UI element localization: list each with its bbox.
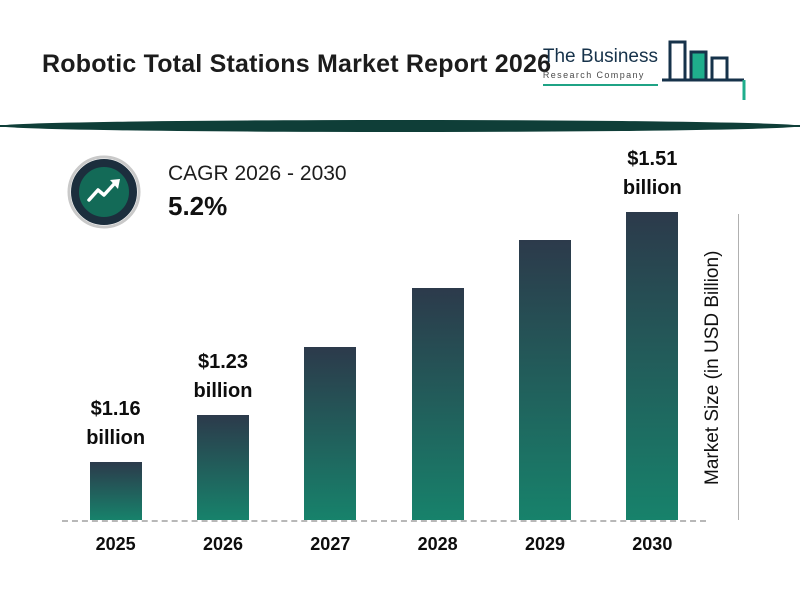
y-axis-label: Market Size (in USD Billion): [702, 250, 723, 485]
years-row: 2025 2026 2027 2028 2029 2030: [62, 520, 706, 555]
company-logo: The Business Research Company: [542, 34, 754, 102]
bar-column: [277, 347, 384, 520]
bar-2028: [411, 288, 464, 520]
year-label: 2030: [632, 534, 673, 554]
divider-line: [0, 120, 800, 132]
bar-value-label: $1.51 billion: [622, 148, 682, 199]
year-label: 2029: [524, 534, 565, 554]
bar-column: [491, 240, 598, 520]
bar-2030: [626, 212, 679, 520]
cagr-value: 5.2%: [168, 191, 228, 221]
bars-row: $1.16 billion $1.23 billion $1.51 billion: [62, 140, 706, 520]
page-title: Robotic Total Stations Market Report 202…: [42, 50, 552, 78]
bar-2025: [89, 462, 142, 520]
bar-2027: [304, 347, 357, 520]
logo-text-secondary: Research Company: [542, 69, 645, 80]
year-label: 2026: [202, 534, 244, 554]
bar-column: $1.16 billion: [62, 395, 169, 520]
cagr-badge: CAGR 2026 - 2030 5.2%: [66, 154, 347, 230]
bar-2029: [518, 240, 571, 520]
cagr-label: CAGR 2026 - 2030: [168, 162, 347, 185]
bar-column: $1.51 billion: [599, 145, 706, 520]
logo-text-block: The Business Research Company: [542, 34, 658, 86]
bar-value-label: $1.23 billion: [193, 351, 253, 402]
year-label: 2027: [310, 534, 351, 554]
year-label: 2025: [95, 534, 136, 554]
logo-text-primary: The Business: [542, 46, 658, 67]
trend-up-icon: [67, 155, 141, 229]
bar-column: $1.23 billion: [169, 348, 276, 520]
bar-chart: $1.16 billion $1.23 billion $1.51 billion 202…: [62, 140, 706, 565]
bar-column: [384, 288, 491, 520]
logo-bars-icon: [662, 40, 746, 100]
bar-2026: [196, 415, 249, 520]
y-axis-line: [738, 214, 739, 520]
year-label: 2028: [417, 534, 458, 554]
cagr-text-block: CAGR 2026 - 2030 5.2%: [168, 162, 347, 222]
bar-value-label: $1.16 billion: [86, 398, 146, 449]
